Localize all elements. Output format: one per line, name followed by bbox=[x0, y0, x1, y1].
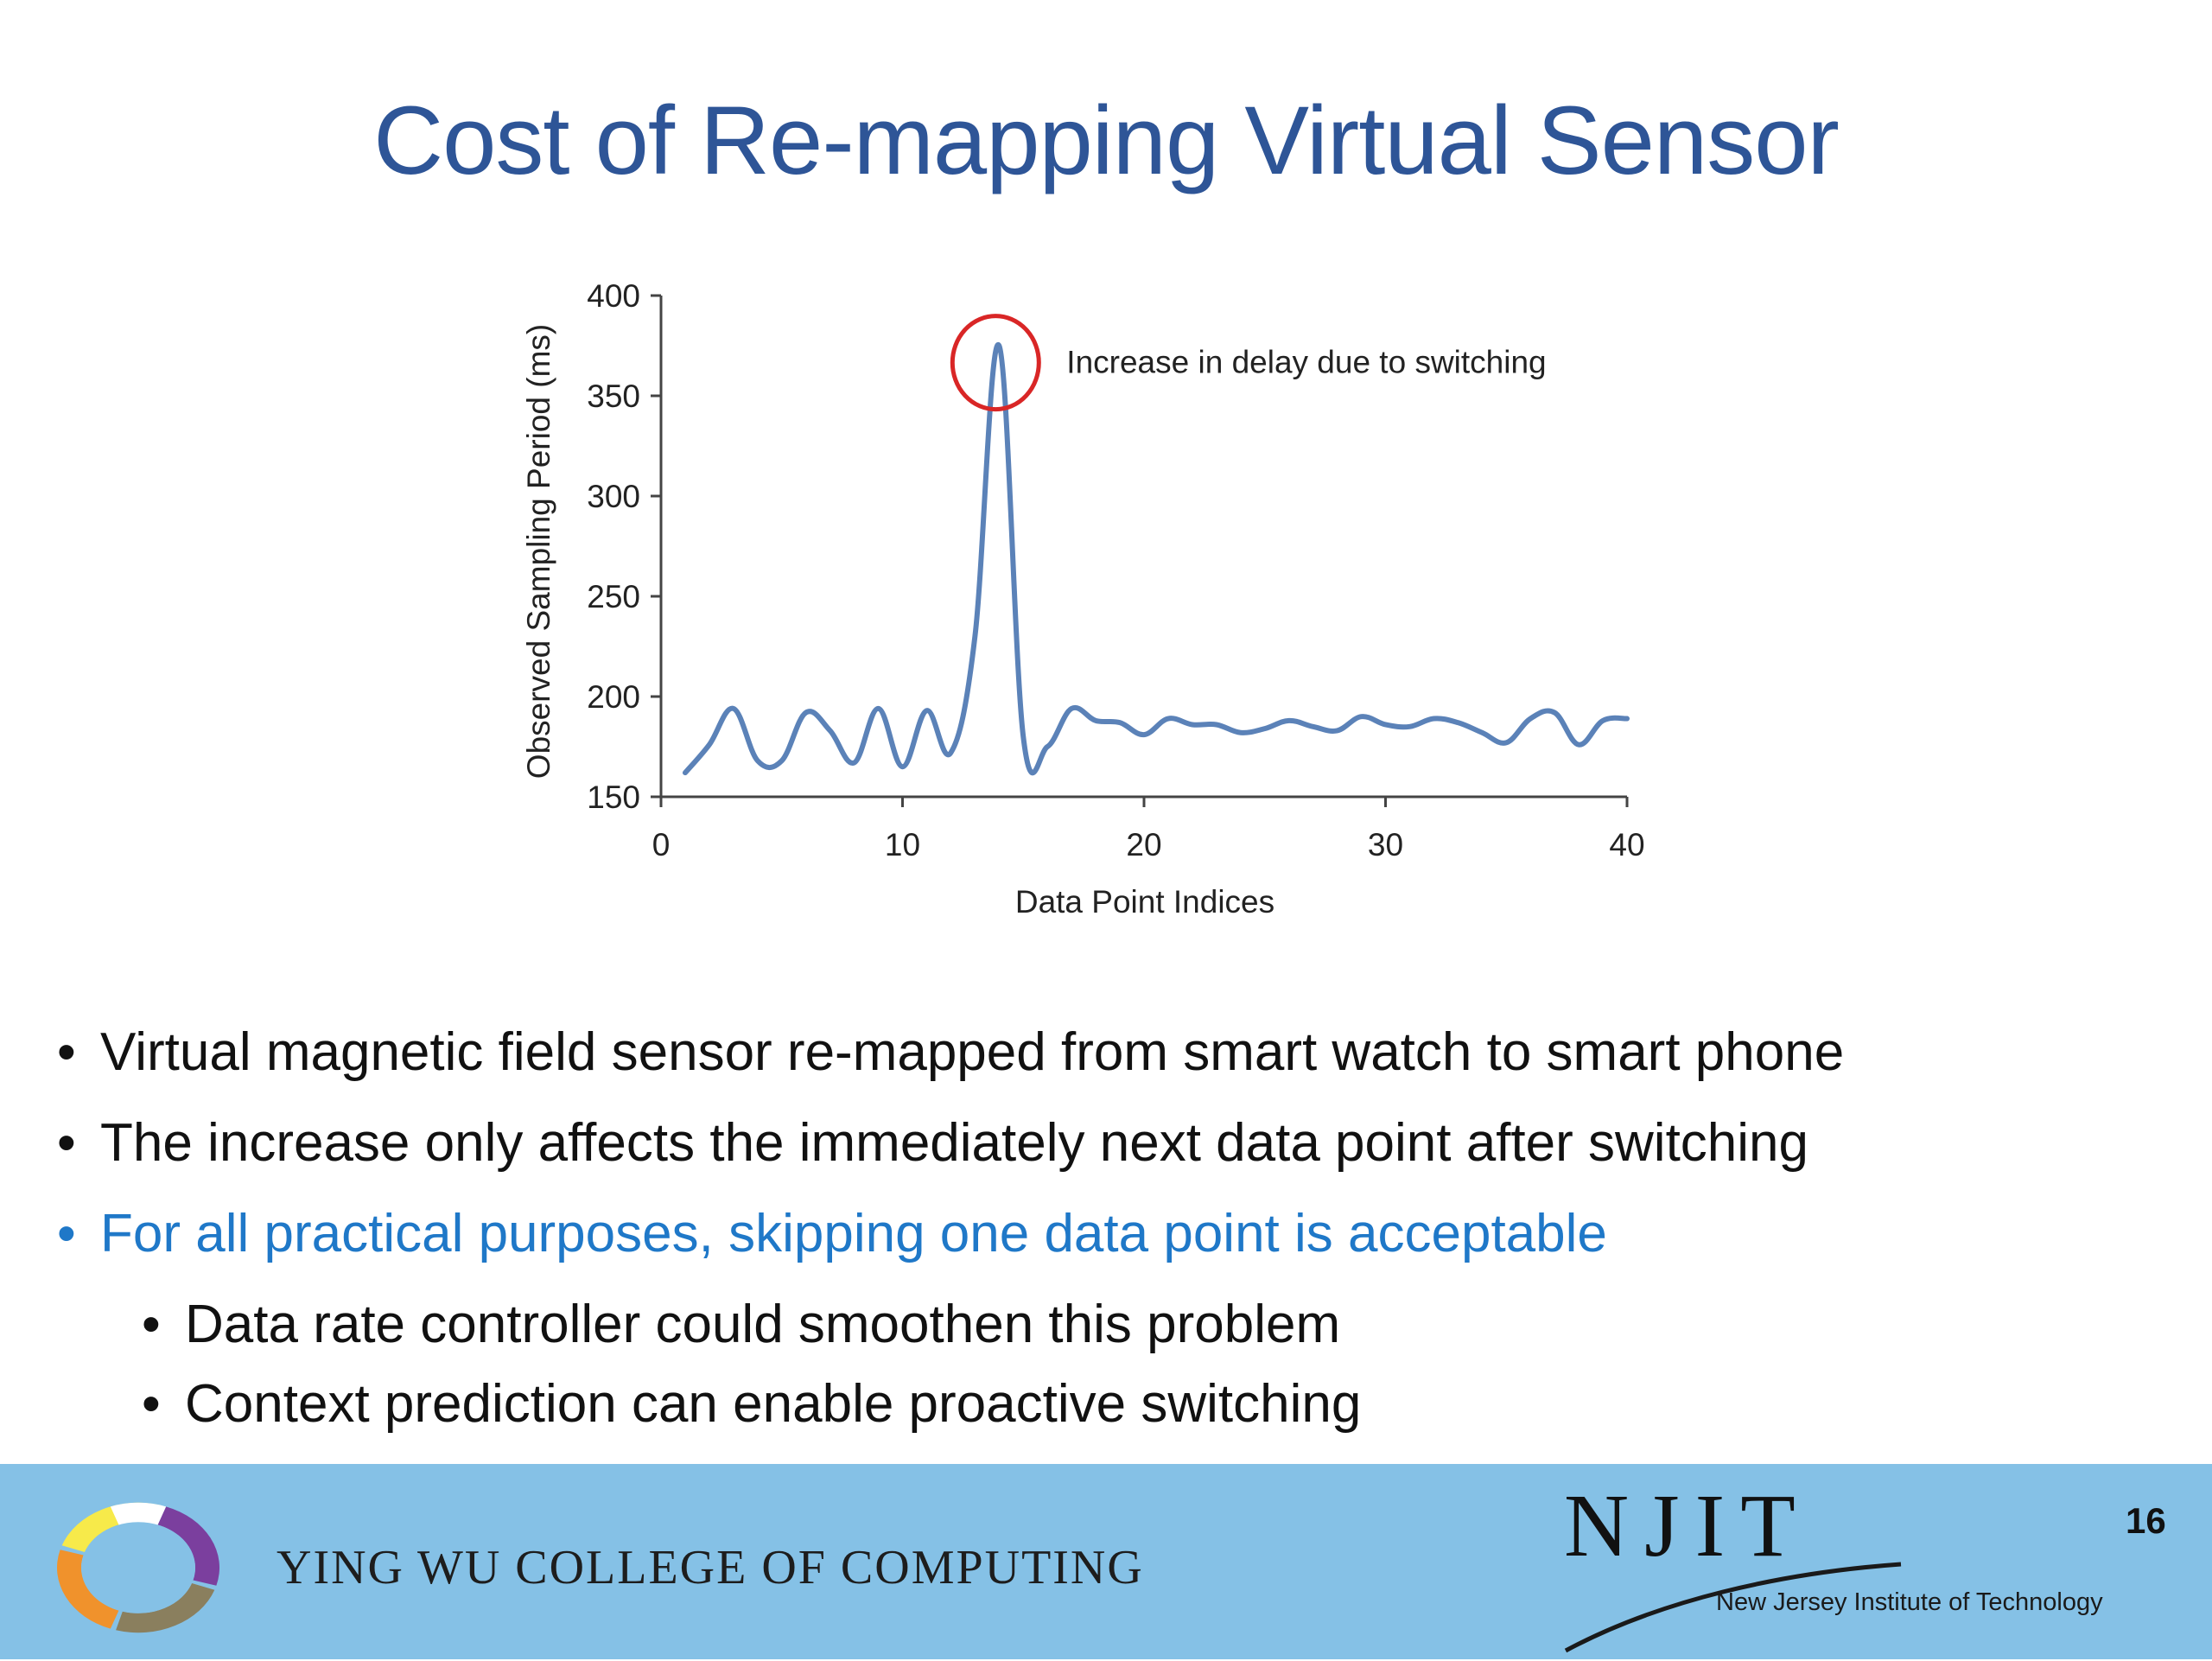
sub-bullet-item: • Context prediction can enable proactiv… bbox=[142, 1370, 2148, 1449]
y-tick-label: 300 bbox=[587, 479, 640, 514]
series-line bbox=[685, 345, 1627, 773]
college-name: YING WU COLLEGE OF COMPUTING bbox=[276, 1540, 1144, 1595]
y-tick-label: 350 bbox=[587, 379, 640, 414]
sub-bullet-item: • Data rate controller could smoothen th… bbox=[142, 1290, 2148, 1370]
x-tick-label: 0 bbox=[652, 827, 671, 862]
bullet-text: Virtual magnetic field sensor re-mapped … bbox=[100, 1022, 1844, 1082]
y-axis-label: Observed Sampling Period (ms) bbox=[521, 324, 556, 779]
y-tick-label: 250 bbox=[587, 579, 640, 614]
bullet-marker: • bbox=[57, 1109, 76, 1178]
bullet-text: Context prediction can enable proactive … bbox=[185, 1374, 1361, 1434]
footer-banner: YING WU COLLEGE OF COMPUTING NJIT New Je… bbox=[0, 1464, 2212, 1659]
logo-ring-center bbox=[81, 1522, 195, 1613]
annotation-label: Increase in delay due to switching bbox=[1066, 345, 1546, 380]
x-tick-label: 30 bbox=[1368, 827, 1403, 862]
x-axis-label: Data Point Indices bbox=[1015, 884, 1274, 920]
bullet-text: Data rate controller could smoothen this… bbox=[185, 1295, 1340, 1354]
chart-annotation: Increase in delay due to switching bbox=[952, 316, 1546, 410]
college-logo-icon bbox=[52, 1499, 225, 1637]
bullet-text: For all practical purposes, skipping one… bbox=[100, 1204, 1607, 1263]
bullet-item: • Virtual magnetic field sensor re-mappe… bbox=[57, 1018, 2148, 1109]
bullet-marker: • bbox=[57, 1200, 76, 1269]
bullet-item-highlighted: • For all practical purposes, skipping o… bbox=[57, 1200, 2148, 1290]
page-number: 16 bbox=[2126, 1500, 2166, 1542]
sampling-period-chart: 150 200 250 300 350 400 0 10 20 30 40 Increase in … bbox=[0, 0, 2212, 968]
x-tick-label: 40 bbox=[1609, 827, 1644, 862]
bullet-text: The increase only affects the immediatel… bbox=[100, 1113, 1808, 1173]
y-tick-label: 200 bbox=[587, 679, 640, 715]
y-tick-label: 400 bbox=[587, 278, 640, 314]
bullet-marker: • bbox=[142, 1370, 161, 1439]
y-tick-label: 150 bbox=[587, 780, 640, 815]
bullet-marker: • bbox=[57, 1018, 76, 1087]
x-tick-label: 10 bbox=[885, 827, 920, 862]
university-name: New Jersey Institute of Technology bbox=[1716, 1588, 2103, 1617]
bullet-item: • The increase only affects the immediat… bbox=[57, 1109, 2148, 1200]
bullet-list: • Virtual magnetic field sensor re-mappe… bbox=[57, 1018, 2148, 1449]
x-tick-label: 20 bbox=[1126, 827, 1161, 862]
chart-series bbox=[685, 345, 1627, 773]
bullet-marker: • bbox=[142, 1290, 161, 1359]
